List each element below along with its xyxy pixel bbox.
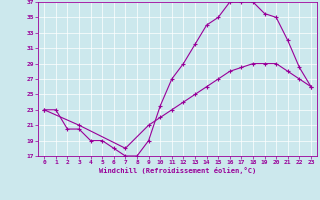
X-axis label: Windchill (Refroidissement éolien,°C): Windchill (Refroidissement éolien,°C) bbox=[99, 167, 256, 174]
